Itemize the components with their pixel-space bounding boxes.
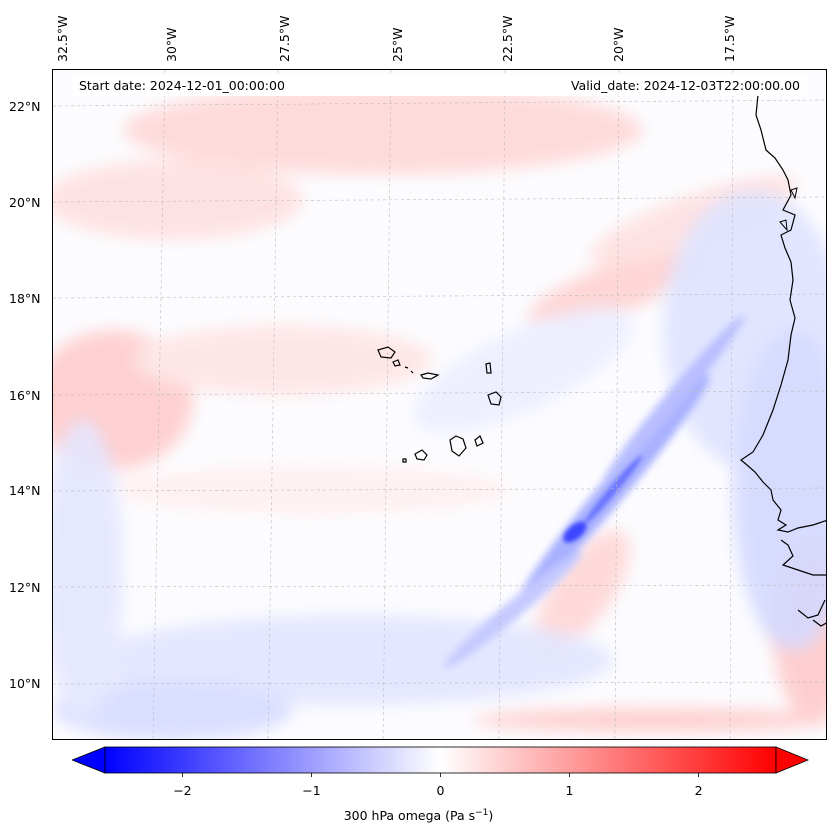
lon-label-17-5w: 17.5°W [722, 15, 737, 62]
lat-label-10n: 10°N [9, 676, 41, 691]
start-date-label: Start date: 2024-12-01_00:00:00 [79, 78, 285, 93]
colorbar-tick: 2 [694, 783, 703, 798]
date-info-strip: Start date: 2024-12-01_00:00:00 Valid_da… [72, 75, 807, 96]
colorbar-gradient [104, 746, 777, 774]
colorbar-tick: −2 [173, 783, 192, 798]
colorbar-tick: 0 [436, 783, 445, 798]
colorbar-title: 300 hPa omega (Pa s−1) [0, 808, 837, 823]
coastal-islands [779, 187, 798, 232]
valid-date-label: Valid_date: 2024-12-03T22:00:00.00 [570, 78, 800, 93]
colorbar-tick-marks [182, 773, 699, 777]
colorbar-min-extend [72, 746, 106, 774]
lat-label-14n: 14°N [9, 483, 41, 498]
colorbar-title-unit-exponent: −1 [475, 808, 489, 818]
colorbar-tick: −1 [302, 783, 321, 798]
omega-field [53, 70, 826, 739]
african-coastline [739, 94, 826, 627]
lon-label-30w: 30°W [164, 27, 179, 62]
lon-label-27-5w: 27.5°W [277, 15, 292, 62]
cape-verde-islands [377, 346, 502, 463]
lon-label-22-5w: 22.5°W [500, 15, 515, 62]
colorbar-tick: 1 [565, 783, 574, 798]
map-panel [52, 69, 827, 740]
lon-label-32-5w: 32.5°W [55, 15, 70, 62]
colorbar-title-text: 300 hPa omega (Pa s [343, 808, 476, 824]
colorbar-max-extend [775, 746, 809, 774]
graticule [53, 70, 826, 739]
lat-label-22n: 22°N [9, 99, 41, 114]
colorbar [72, 746, 809, 777]
lat-label-20n: 20°N [9, 195, 41, 210]
colorbar-title-end: ) [488, 808, 494, 824]
lon-label-25w: 25°W [390, 27, 405, 62]
lat-label-18n: 18°N [9, 291, 41, 306]
lon-label-20w: 20°W [611, 27, 626, 62]
lat-label-12n: 12°N [9, 580, 41, 595]
lat-label-16n: 16°N [9, 388, 41, 403]
